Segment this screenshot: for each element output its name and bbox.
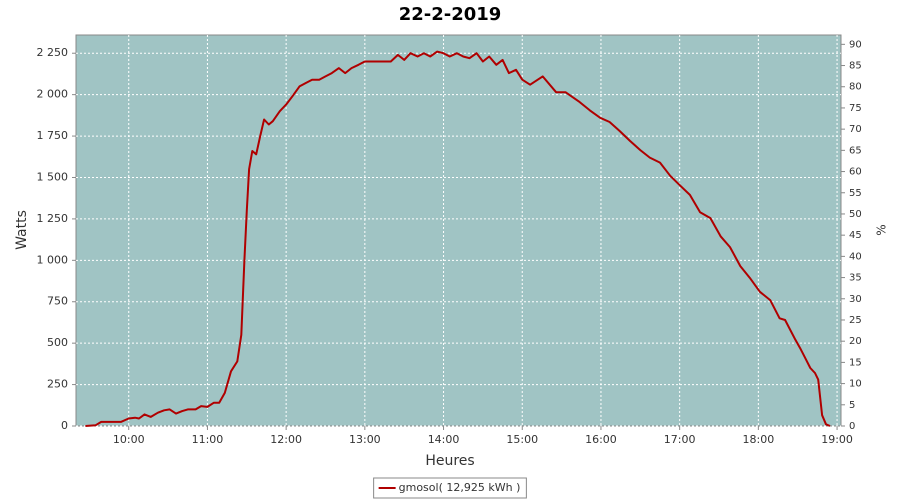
y-tick-label: 1 750 [37,129,69,142]
x-tick-label: 13:00 [349,433,381,446]
y2-tick-label: 80 [849,82,862,93]
y-tick-label: 1 000 [37,253,69,266]
legend: gmosol( 12,925 kWh ) [373,477,527,499]
y2-tick-label: 75 [849,103,862,114]
y-tick-label: 250 [47,378,68,391]
y2-axis-label: % [875,224,889,235]
y2-tick-label: 65 [849,145,862,156]
x-tick-label: 11:00 [192,433,224,446]
y-tick-label: 750 [47,295,68,308]
data-line [85,50,831,427]
y-tick-label: 0 [61,419,68,432]
y-tick-label: 1 250 [37,212,69,225]
x-tick-label: 14:00 [428,433,460,446]
legend-label: gmosol( 12,925 kWh ) [399,481,521,494]
y2-tick-label: 55 [849,188,862,199]
plot-area [75,34,842,427]
x-tick-label: 15:00 [506,433,538,446]
x-tick-label: 10:00 [113,433,145,446]
y2-tick-label: 20 [849,336,862,347]
y2-tick-label: 60 [849,167,862,178]
y-tick-label: 2 000 [37,88,69,101]
y2-tick-label: 40 [849,251,862,262]
y-axis-label: Watts [14,210,30,250]
x-tick-label: 18:00 [743,433,775,446]
y2-tick-label: 10 [849,379,862,390]
y-tick-label: 2 250 [37,46,69,59]
y2-tick-label: 0 [849,421,855,432]
x-tick-label: 16:00 [585,433,617,446]
x-tick-label: 17:00 [664,433,696,446]
y2-tick-label: 35 [849,273,862,284]
y2-tick-label: 50 [849,209,862,220]
x-tick-label: 12:00 [270,433,302,446]
y2-tick-label: 45 [849,230,862,241]
x-tick-label: 19:00 [821,433,853,446]
y-tick-label: 500 [47,336,68,349]
x-axis-label: Heures [425,453,474,469]
y2-tick-label: 25 [849,315,862,326]
y2-tick-label: 5 [849,400,855,411]
y2-tick-label: 70 [849,124,862,135]
legend-box [373,477,527,499]
y-tick-label: 1 500 [37,170,69,183]
y2-tick-label: 30 [849,294,862,305]
y2-tick-label: 90 [849,39,862,50]
y2-tick-label: 85 [849,61,862,72]
chart-title: 22-2-2019 [399,4,502,25]
y2-tick-label: 15 [849,357,862,368]
